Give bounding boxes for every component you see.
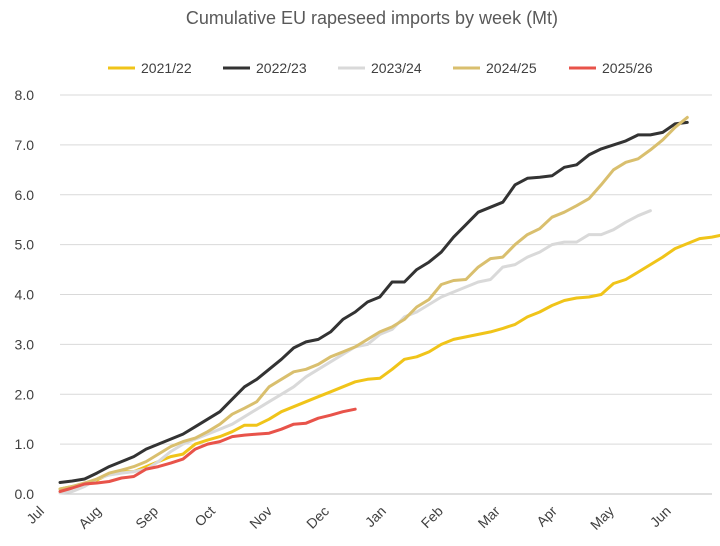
y-tick-label: 6.0: [15, 187, 35, 203]
x-tick-label: Aug: [75, 503, 104, 532]
series-line: [58, 115, 689, 491]
x-tick-label: Feb: [418, 503, 447, 532]
y-tick-label: 1.0: [15, 436, 35, 452]
y-tick-label: 7.0: [15, 137, 35, 153]
x-tick-label: Jul: [23, 503, 47, 527]
gridlines: [60, 94, 712, 495]
x-axis-ticks: Jul Aug Sep Oct Nov Dec Jan Feb Mar Apr May Jun: [23, 503, 674, 533]
x-tick-label: Sep: [132, 503, 161, 532]
x-tick-label: Oct: [191, 503, 218, 530]
series-line: [58, 120, 689, 484]
y-tick-label: 4.0: [15, 287, 35, 303]
series-line: [58, 233, 720, 491]
x-tick-label: Nov: [246, 503, 275, 532]
legend-label: 2022/23: [256, 60, 307, 76]
y-tick-label: 8.0: [15, 87, 35, 103]
x-tick-label: Jun: [647, 503, 674, 530]
x-tick-label: Jan: [362, 503, 389, 530]
series-line: [58, 209, 652, 495]
series-lines: [58, 115, 720, 495]
legend: 2021/22 2022/23 2023/24 2024/25 2025/26: [108, 60, 653, 76]
x-tick-label: Mar: [475, 503, 504, 532]
legend-label: 2025/26: [602, 60, 653, 76]
y-tick-label: 3.0: [15, 336, 35, 352]
series-line: [58, 407, 357, 493]
x-tick-label: May: [587, 503, 617, 533]
y-tick-label: 2.0: [15, 386, 35, 402]
legend-label: 2021/22: [141, 60, 192, 76]
x-tick-label: Apr: [533, 503, 560, 530]
y-axis-ticks: 0.0 1.0 2.0 3.0 4.0 5.0 6.0 7.0 8.0: [15, 87, 35, 502]
y-tick-label: 0.0: [15, 486, 35, 502]
chart-title: Cumulative EU rapeseed imports by week (…: [186, 8, 558, 28]
y-tick-label: 5.0: [15, 237, 35, 253]
legend-label: 2023/24: [371, 60, 422, 76]
x-tick-label: Dec: [303, 503, 332, 532]
legend-label: 2024/25: [486, 60, 537, 76]
